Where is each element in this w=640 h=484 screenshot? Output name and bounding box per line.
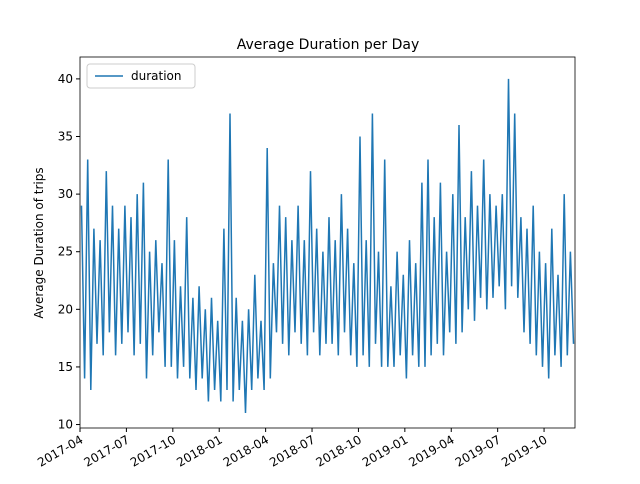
- y-axis-label: Average Duration of trips: [32, 167, 46, 318]
- plot-frame: [79, 56, 576, 429]
- y-tick-label: 40: [58, 72, 73, 86]
- x-tick-label: 2018-10: [314, 432, 364, 469]
- chart-title: Average Duration per Day: [237, 37, 420, 53]
- x-tick-label: 2019-07: [453, 432, 503, 469]
- x-tick-label: 2018-01: [174, 432, 224, 469]
- x-tick-label: 2018-04: [221, 432, 271, 469]
- x-tick-label: 2019-04: [406, 432, 456, 469]
- y-tick-label: 10: [58, 418, 73, 432]
- x-tick-label: 2017-10: [128, 432, 178, 469]
- y-tick-label: 30: [58, 187, 73, 201]
- y-tick-label: 15: [58, 360, 73, 374]
- legend-box: [86, 63, 196, 89]
- x-tick-label: 2018-07: [267, 432, 317, 469]
- x-tick-label: 2019-10: [499, 432, 549, 469]
- legend-label: duration: [131, 69, 182, 83]
- line: [80, 78, 575, 414]
- y-tick-label: 35: [58, 130, 73, 144]
- x-tick-label: 2017-04: [35, 432, 85, 469]
- y-tick-label: 25: [58, 245, 73, 259]
- y-tick-label: 20: [58, 302, 73, 316]
- x-tick-label: 2017-07: [81, 432, 131, 469]
- x-tick-label: 2019-01: [360, 432, 410, 469]
